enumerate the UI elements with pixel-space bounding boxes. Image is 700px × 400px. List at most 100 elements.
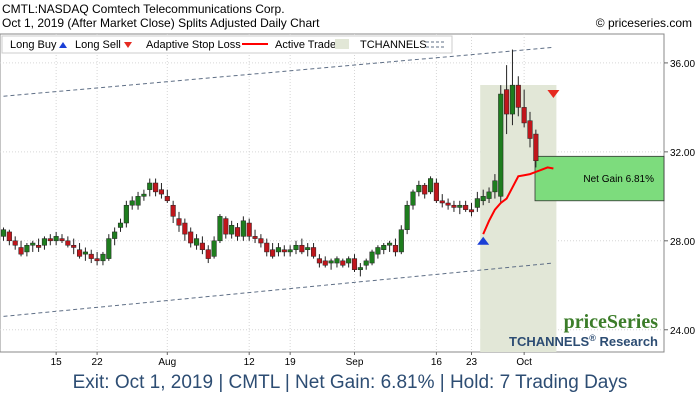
candle-body (527, 120, 533, 139)
candle-body (515, 84, 521, 108)
chart-title: CMTL:NASDAQ Comtech Telecommunications C… (2, 2, 285, 16)
x-axis: 15 22 Aug 12 19 Sep 16 23 Oct (51, 352, 532, 368)
candle-body (252, 236, 258, 239)
candle-body (480, 196, 486, 202)
candle-body (474, 198, 480, 208)
x-tick-label: 12 (244, 357, 256, 368)
legend-active-trade: Active Trade (275, 39, 336, 51)
candle-body (217, 216, 223, 242)
candle-body (439, 200, 445, 204)
candle-body (199, 242, 205, 250)
footer-summary: Exit: Oct 1, 2019 | CMTL | Net Gain: 6.8… (72, 372, 628, 393)
candle-body (153, 182, 159, 193)
candle-body (381, 245, 387, 250)
candle-body (392, 245, 398, 253)
candle-body (451, 204, 457, 208)
candle-body (36, 245, 42, 248)
candle-body (229, 224, 235, 235)
legend-long-buy: Long Buy (10, 39, 57, 51)
candle-body (147, 182, 153, 190)
candle-body (316, 258, 322, 264)
active-trade-zone (480, 85, 557, 352)
candle-body (504, 89, 510, 115)
candle-body (77, 249, 83, 257)
candle-body (387, 242, 393, 246)
legend-adaptive-stop: Adaptive Stop Loss (146, 39, 241, 51)
candle-body (346, 258, 352, 264)
candle-body (135, 196, 141, 206)
candle-body (112, 231, 118, 239)
candles (0, 49, 539, 277)
candle-body (194, 238, 200, 246)
brand-research-suffix: Research (596, 334, 658, 349)
candle-body (357, 267, 363, 270)
buy-signal-arrow (477, 236, 490, 245)
y-axis: 24.00 28.00 32.00 36.00 (664, 59, 695, 337)
candle-body (457, 204, 463, 208)
candle-body (223, 218, 229, 235)
candle-body (533, 133, 539, 162)
candle-body (445, 202, 451, 206)
candle-body (428, 178, 434, 193)
candle-body (305, 247, 311, 250)
candle-body (375, 247, 381, 255)
candle-body (65, 240, 71, 246)
candle-body (521, 107, 527, 124)
sell-arrow-icon (124, 42, 132, 48)
y-tick-label: 28.00 (670, 237, 695, 248)
candle-body (468, 209, 475, 213)
candle-body (18, 247, 24, 255)
candle-body (24, 245, 30, 253)
candle-body (351, 258, 358, 270)
x-tick-label: Sep (346, 357, 364, 368)
candle-body (30, 242, 36, 246)
legend-long-sell: Long Sell (75, 39, 121, 51)
active-zone-icon (335, 39, 349, 49)
y-tick-label: 32.00 (670, 148, 695, 159)
candle-body (416, 184, 422, 193)
net-gain-box (534, 155, 665, 202)
buy-arrow-icon (59, 42, 67, 48)
net-gain-label: Net Gain 6.81% (583, 174, 654, 185)
candle-body (59, 238, 65, 242)
chart-subtitle: Oct 1, 2019 (After Market Close) Splits … (2, 16, 320, 30)
candle-body (12, 240, 18, 246)
candle-body (264, 242, 270, 253)
candle-body (410, 191, 416, 206)
candle-body (287, 249, 293, 253)
x-tick-label: Aug (158, 357, 176, 368)
candle-body (486, 191, 492, 199)
candle-body (299, 245, 305, 253)
candle-body (164, 196, 170, 202)
candle-body (240, 220, 246, 237)
candle-body (281, 249, 287, 253)
brand-research: TCHANNELS® Research (509, 333, 658, 349)
registered-mark: ® (589, 333, 596, 343)
tchannels (3, 46, 554, 317)
candle-body (170, 204, 176, 217)
candle-body (369, 251, 375, 264)
y-tick-label: 36.00 (670, 59, 695, 70)
candle-body (176, 218, 182, 226)
adaptive-stop-line (482, 166, 554, 235)
signals (477, 90, 560, 245)
candle-body (0, 229, 7, 237)
candle-body (398, 229, 404, 253)
candle-body (509, 84, 515, 115)
brand-logo: priceSeries (564, 311, 659, 333)
x-tick-label: 15 (51, 357, 63, 368)
candle-body (53, 236, 59, 242)
candle-body (188, 231, 194, 244)
candle-body (311, 247, 317, 257)
candle-body (234, 227, 241, 237)
y-tick-label: 24.00 (670, 326, 695, 337)
candle-body (422, 184, 428, 195)
candle-body (334, 258, 340, 264)
candle-body (270, 249, 276, 257)
x-tick-label: 22 (92, 357, 104, 368)
candle-body (322, 260, 328, 266)
candle-body (106, 238, 112, 259)
legend-tchannels: TCHANNELS (360, 39, 427, 51)
candle-body (211, 240, 217, 257)
